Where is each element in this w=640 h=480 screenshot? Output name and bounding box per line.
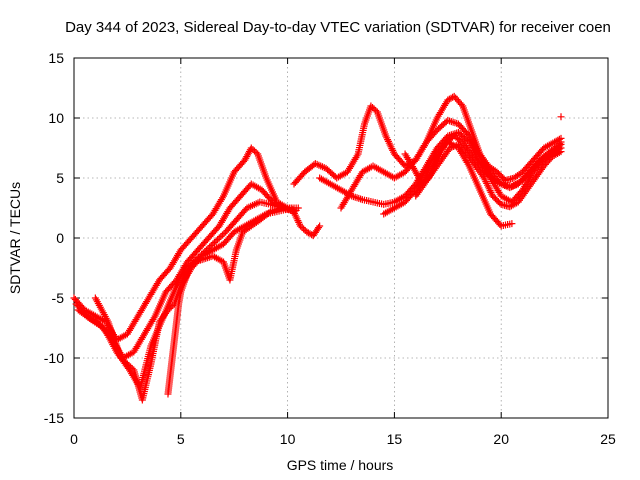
data-point <box>369 104 377 111</box>
data-point <box>448 143 456 151</box>
data-point <box>166 305 174 312</box>
x-tick-label: 20 <box>493 431 509 447</box>
data-point <box>164 306 172 314</box>
y-tick-label: -5 <box>52 290 65 306</box>
x-tick-label: 0 <box>70 431 78 447</box>
data-point <box>209 240 217 248</box>
data-point <box>555 149 563 157</box>
x-tick-label: 25 <box>600 431 616 447</box>
data-point <box>120 357 128 365</box>
x-axis-label: GPS time / hours <box>287 457 394 473</box>
data-point <box>214 236 222 243</box>
data-point <box>210 239 218 246</box>
data-point <box>557 113 565 121</box>
data-point <box>217 233 225 240</box>
y-tick-label: 15 <box>48 50 64 66</box>
data-point <box>554 141 562 149</box>
data-point <box>117 354 125 362</box>
data-point <box>218 231 226 239</box>
y-axis-label: SDTVAR / TECUs <box>7 182 23 294</box>
data-point <box>557 148 565 156</box>
data-point <box>249 146 257 153</box>
data-point <box>127 363 135 371</box>
data-point <box>300 225 308 233</box>
grid <box>74 58 608 418</box>
data-point <box>123 360 131 368</box>
x-tick-labels: 0 5 10 15 20 25 <box>70 431 616 447</box>
data-point <box>167 303 175 311</box>
data-point <box>557 138 565 146</box>
data-point <box>449 118 457 126</box>
y-tick-label: 10 <box>48 110 64 126</box>
data-point <box>125 362 133 369</box>
data-point <box>555 140 563 147</box>
y-tick-label: -15 <box>44 410 64 426</box>
data-point <box>250 147 258 155</box>
data-point <box>479 172 487 180</box>
data-point <box>119 356 127 363</box>
data-point <box>220 230 228 237</box>
data-marks <box>70 92 565 404</box>
y-tick-label: 5 <box>56 170 64 186</box>
data-point <box>449 143 457 151</box>
y-tick-labels: -15 -10 -5 0 5 10 15 <box>44 50 64 426</box>
y-tick-label: 0 <box>56 230 64 246</box>
data-point <box>457 100 465 108</box>
data-point <box>552 143 560 150</box>
data-point <box>508 220 516 228</box>
data-point <box>247 144 255 152</box>
data-point <box>367 102 375 110</box>
chart-title: Day 344 of 2023, Sidereal Day-to-day VTE… <box>65 19 611 36</box>
data-point <box>453 141 461 149</box>
y-tick-label: -10 <box>44 350 64 366</box>
data-point <box>551 144 559 152</box>
axis-ticks <box>73 57 609 419</box>
data-point <box>446 144 454 152</box>
data-point <box>298 224 306 231</box>
data-point <box>296 222 304 230</box>
data-point <box>122 359 130 366</box>
data-point <box>316 222 324 230</box>
data-point <box>370 105 378 113</box>
data-point <box>212 237 220 245</box>
data-point <box>449 93 457 101</box>
x-tick-label: 15 <box>387 431 403 447</box>
data-point <box>215 234 223 242</box>
x-tick-label: 5 <box>177 431 185 447</box>
data-point <box>315 224 323 232</box>
x-tick-label: 10 <box>280 431 296 447</box>
